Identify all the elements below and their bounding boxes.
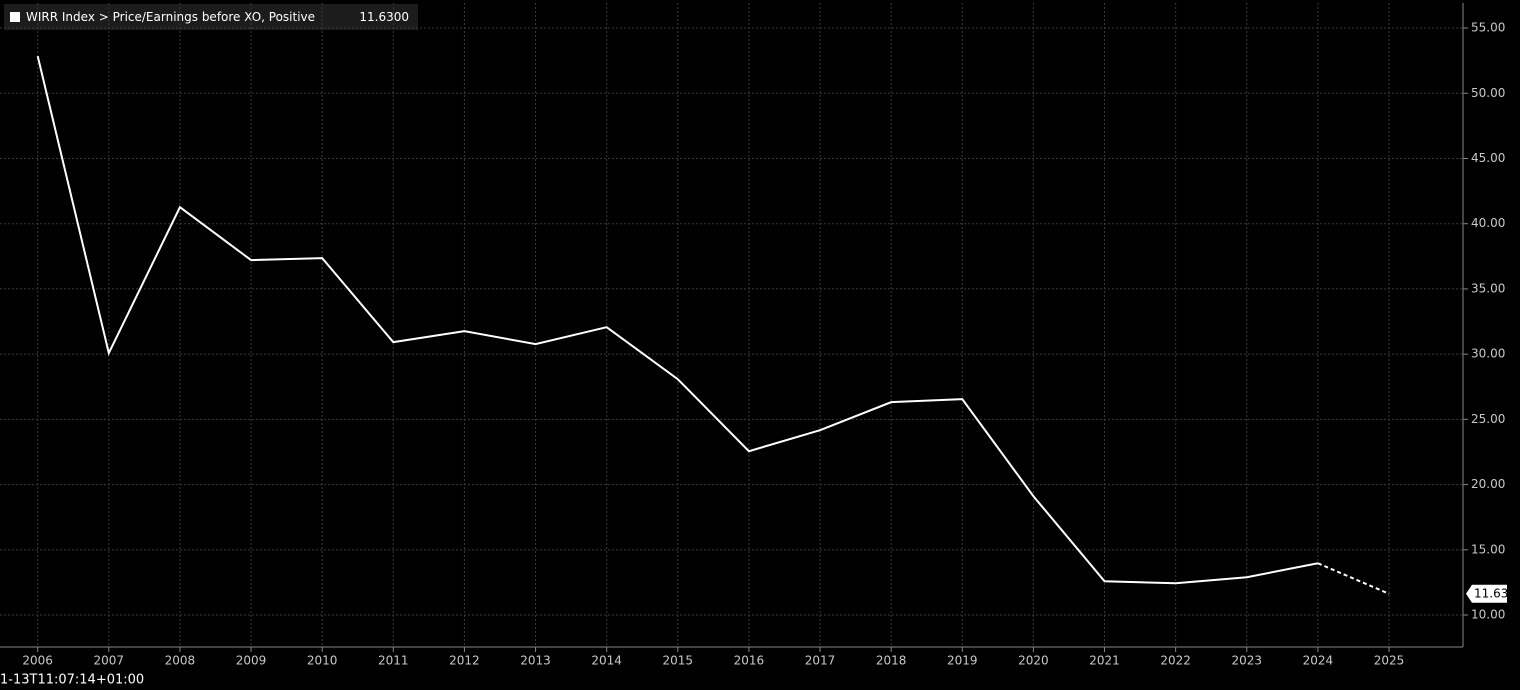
y-tick-label: 15.00 (1471, 542, 1505, 556)
legend-label: WIRR Index > Price/Earnings before XO, P… (26, 10, 315, 24)
timestamp: 1-13T11:07:14+01:00 (0, 673, 144, 688)
y-tick-label: 55.00 (1471, 21, 1505, 35)
x-tick-label: 2018 (876, 654, 907, 668)
x-tick-label: 2020 (1018, 654, 1049, 668)
x-tick-label: 2021 (1089, 654, 1120, 668)
x-tick-label: 2024 (1303, 654, 1334, 668)
series-line (36, 55, 1319, 585)
x-tick-label: 2014 (591, 654, 622, 668)
x-tick-label: 2016 (734, 654, 765, 668)
y-tick-label: 45.00 (1471, 151, 1505, 165)
last-value-label: 11.63 (1474, 586, 1508, 600)
legend-last-value: 11.6300 (359, 10, 409, 24)
x-tick-label: 2007 (94, 654, 125, 668)
x-tick-label: 2015 (663, 654, 694, 668)
y-tick-label: 10.00 (1471, 608, 1505, 622)
y-tick-label: 50.00 (1471, 86, 1505, 100)
x-tick-label: 2019 (947, 654, 978, 668)
last-value-tag (1466, 584, 1507, 603)
x-tick-label: 2010 (307, 654, 338, 668)
y-tick-label: 40.00 (1471, 216, 1505, 230)
x-tick-label: 2011 (378, 654, 409, 668)
x-tick-label: 2025 (1374, 654, 1405, 668)
y-tick-label: 20.00 (1471, 477, 1505, 491)
projected-segment (1317, 562, 1390, 595)
x-tick-label: 2012 (449, 654, 480, 668)
y-tick-label: 30.00 (1471, 347, 1505, 361)
x-tick-label: 2009 (236, 654, 267, 668)
legend-box (4, 4, 418, 30)
x-tick-label: 2022 (1160, 654, 1191, 668)
x-tick-label: 2013 (520, 654, 551, 668)
y-tick-label: 25.00 (1471, 412, 1505, 426)
x-tick-label: 2023 (1232, 654, 1263, 668)
x-tick-label: 2006 (22, 654, 53, 668)
y-tick-label: 35.00 (1471, 281, 1505, 295)
x-tick-label: 2017 (805, 654, 836, 668)
x-tick-label: 2008 (165, 654, 196, 668)
legend-swatch (10, 12, 20, 22)
